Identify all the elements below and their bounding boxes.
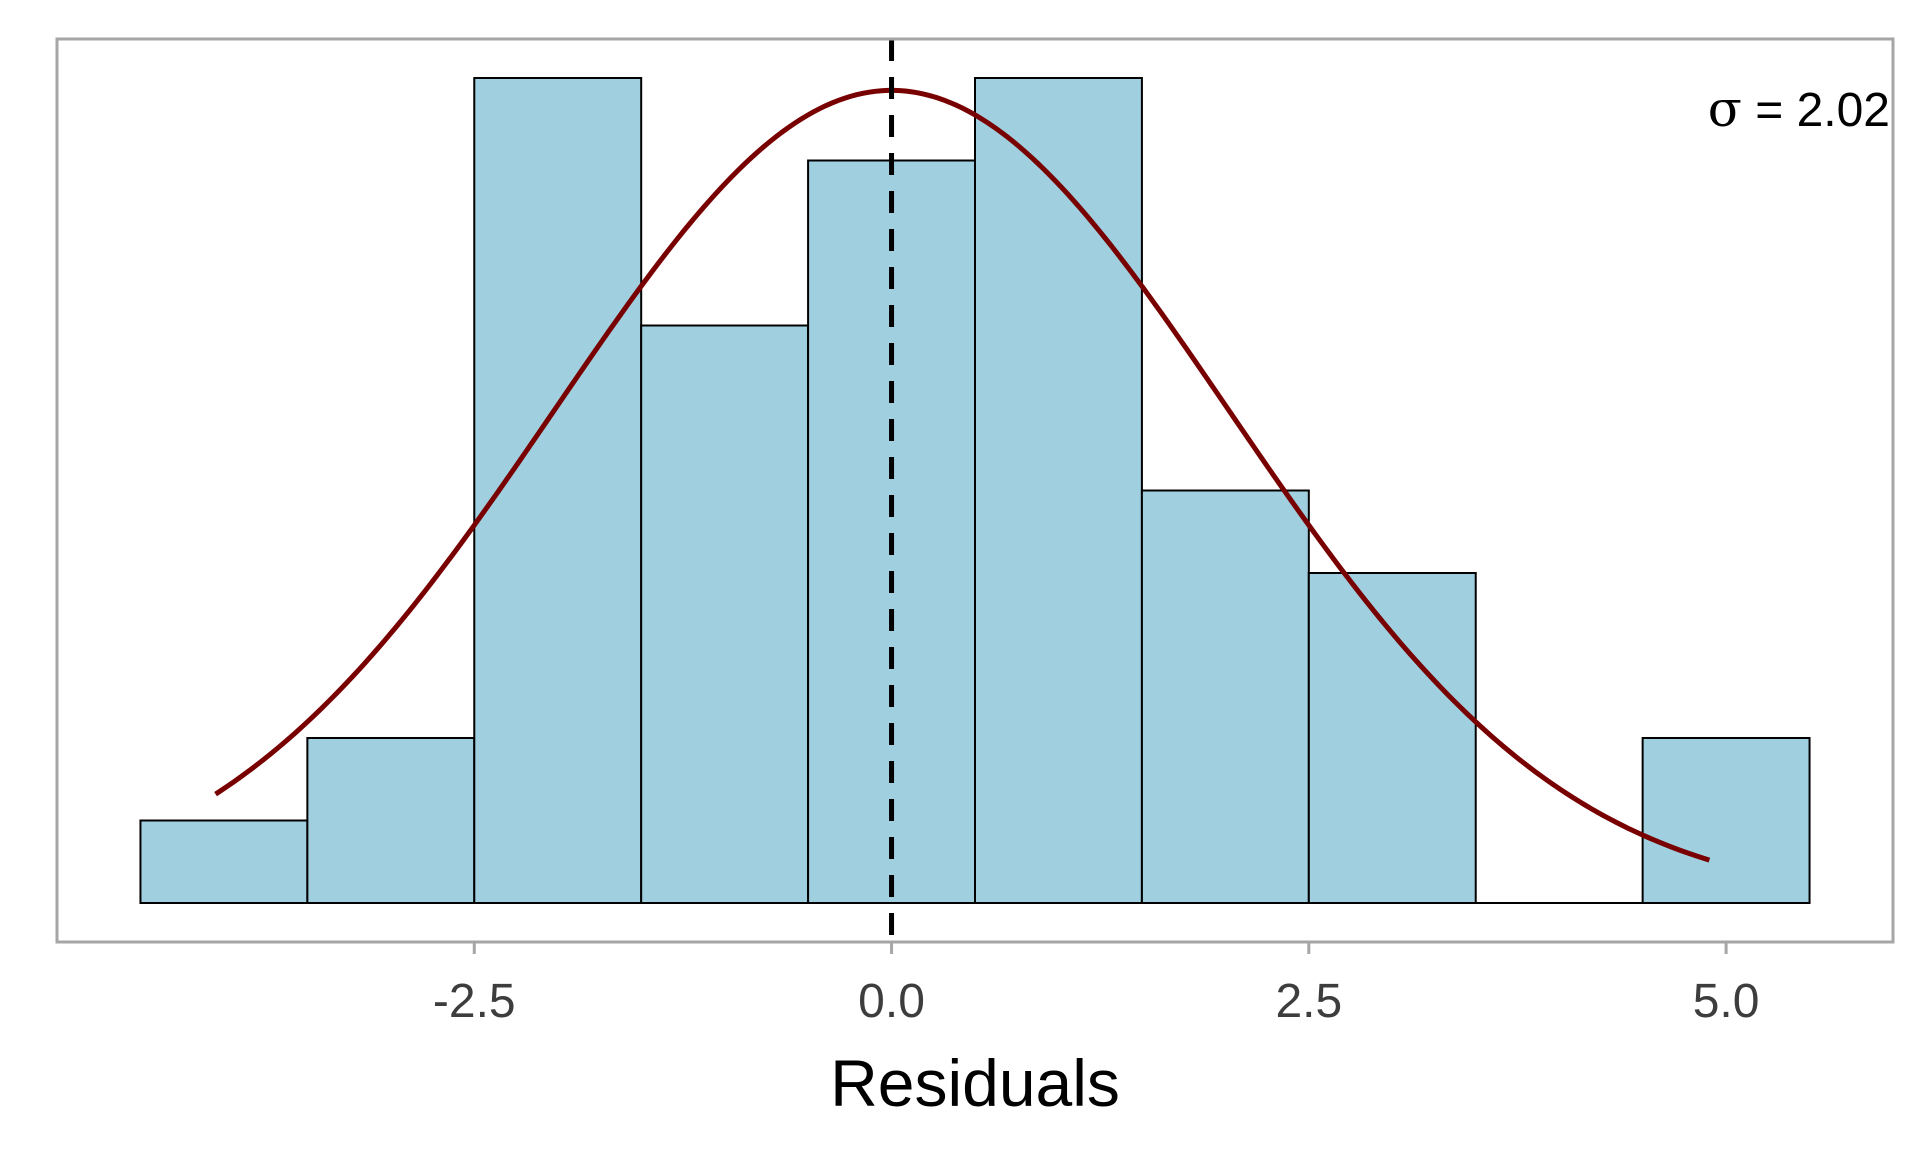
normal-curve — [214, 87, 1711, 863]
bars-layer — [139, 77, 1811, 904]
histogram-bar — [974, 77, 1143, 904]
histogram-bar — [1140, 489, 1310, 904]
histogram-bar — [1641, 737, 1811, 904]
histogram-bar — [306, 737, 476, 904]
x-tick-label: -2.5 — [433, 975, 516, 1028]
sigma-value: = 2.02 — [1742, 84, 1890, 137]
sigma-annotation: σ = 2.02 — [1708, 80, 1890, 138]
panel-border — [55, 37, 1895, 944]
x-tick-label: 2.5 — [1275, 975, 1342, 1028]
x-ticks-layer: -2.5 0.0 2.5 5.0 — [433, 942, 1760, 1028]
curve-layer — [214, 87, 1711, 863]
histogram-bar — [139, 819, 309, 904]
histogram-bar — [640, 324, 810, 904]
sigma-symbol: σ — [1708, 80, 1742, 138]
x-tick-label: 0.0 — [858, 975, 925, 1028]
histogram-bar — [473, 77, 643, 904]
histogram-bar — [1307, 572, 1477, 904]
x-tick-label: 5.0 — [1693, 975, 1760, 1028]
x-axis-title: Residuals — [830, 1046, 1120, 1120]
